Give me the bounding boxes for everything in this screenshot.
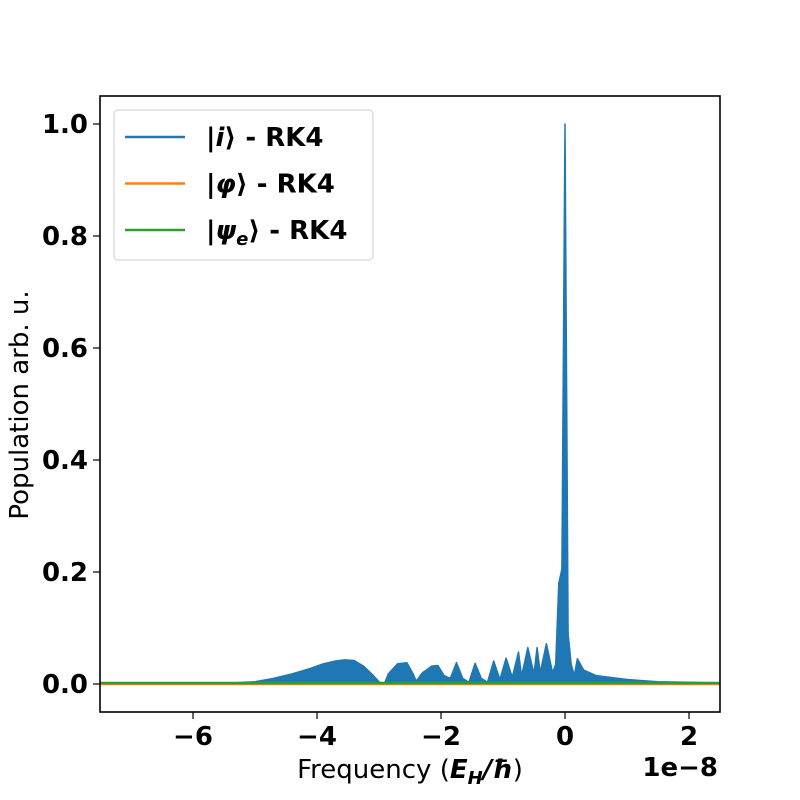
- x-tick-label: 0: [556, 722, 574, 752]
- x-offset-label: 1e−8: [642, 753, 718, 783]
- x-tick-label: −6: [173, 722, 213, 752]
- x-tick-label: 2: [680, 722, 698, 752]
- y-tick-label: 0.0: [42, 670, 88, 700]
- series-i-area: [100, 123, 720, 685]
- legend-entry-label: |i⟩ - RK4: [206, 123, 323, 153]
- y-tick-label: 0.4: [42, 446, 88, 476]
- y-tick-label: 0.6: [42, 334, 88, 364]
- x-axis-label: Frequency (EH/ħ): [297, 755, 523, 789]
- plot-area: [100, 123, 720, 686]
- legend-entry-label: |ψe⟩ - RK4: [206, 216, 347, 250]
- y-tick-label: 1.0: [42, 110, 88, 140]
- series-group: [100, 123, 720, 686]
- y-tick-label: 0.8: [42, 222, 88, 252]
- x-tick-label: −2: [421, 722, 461, 752]
- legend-box: [113, 109, 374, 261]
- legend: |i⟩ - RK4 |φ⟩ - RK4 |ψe⟩ - RK4: [113, 109, 374, 261]
- legend-entry-label: |φ⟩ - RK4: [206, 170, 335, 200]
- x-tick-label: −4: [297, 722, 337, 752]
- y-axis-label: Population arb. u.: [5, 290, 35, 519]
- y-tick-label: 0.2: [42, 558, 88, 588]
- axes: −6 −4 −2 0 2 0.0 0.2 0.4 0.6 0.8 1.0: [42, 95, 721, 752]
- axes-frame: [99, 95, 721, 713]
